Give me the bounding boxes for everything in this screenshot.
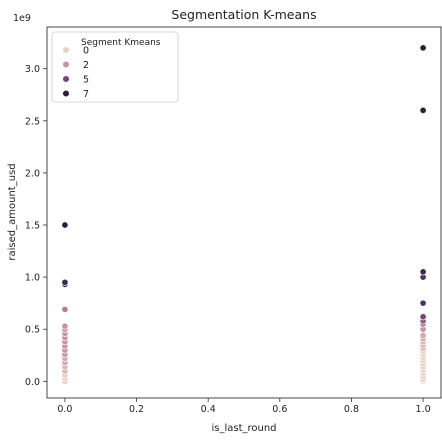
x-tick-label: 1.0	[416, 404, 431, 415]
data-point	[419, 268, 427, 276]
legend-box	[51, 31, 179, 103]
data-point	[419, 106, 427, 114]
data-point	[61, 322, 69, 330]
legend-label: 0	[83, 46, 89, 57]
y-tick-label: 2.5	[25, 116, 40, 127]
x-tick-label: 0.8	[344, 404, 359, 415]
x-tick-label: 0.6	[272, 404, 287, 415]
x-axis-label: is_last_round	[211, 423, 276, 434]
data-point	[419, 44, 427, 52]
legend-label: 5	[83, 75, 89, 86]
legend-marker	[62, 46, 70, 54]
x-axis: 0.0 0.2 0.4 0.6 0.8 1.0	[57, 398, 431, 415]
y-offset-label: 1e9	[13, 13, 31, 24]
legend-title: Segment Kmeans	[81, 38, 161, 48]
y-axis: 0.0 0.5 1.0 1.5 2.0 2.5 3.0	[25, 64, 47, 388]
legend: Segment Kmeans 0 2 5 7	[51, 31, 179, 103]
chart-title: Segmentation K-means	[171, 7, 316, 22]
y-tick-label: 1.5	[25, 221, 40, 232]
legend-marker	[62, 60, 70, 69]
data-point	[419, 313, 427, 321]
legend-label: 7	[83, 89, 89, 100]
y-tick-label: 3.0	[25, 64, 40, 75]
data-point	[61, 278, 69, 286]
legend-marker	[62, 89, 70, 98]
data-points	[61, 44, 427, 385]
y-tick-label: 2.0	[25, 168, 40, 179]
legend-entries: 0 2 5 7	[62, 46, 89, 100]
data-point	[419, 299, 427, 307]
y-tick-label: 0.5	[25, 325, 40, 336]
x-tick-label: 0.0	[57, 404, 72, 415]
x-tick-label: 0.2	[129, 404, 144, 415]
data-point	[61, 305, 69, 313]
data-point	[61, 221, 69, 229]
legend-marker	[62, 75, 70, 83]
x-tick-label: 0.4	[201, 404, 216, 415]
data-point	[419, 331, 427, 340]
y-tick-label: 0.0	[25, 377, 40, 388]
y-axis-label: raised_amount_usd	[7, 163, 18, 260]
legend-label: 2	[83, 60, 89, 71]
y-tick-label: 1.0	[25, 273, 40, 284]
